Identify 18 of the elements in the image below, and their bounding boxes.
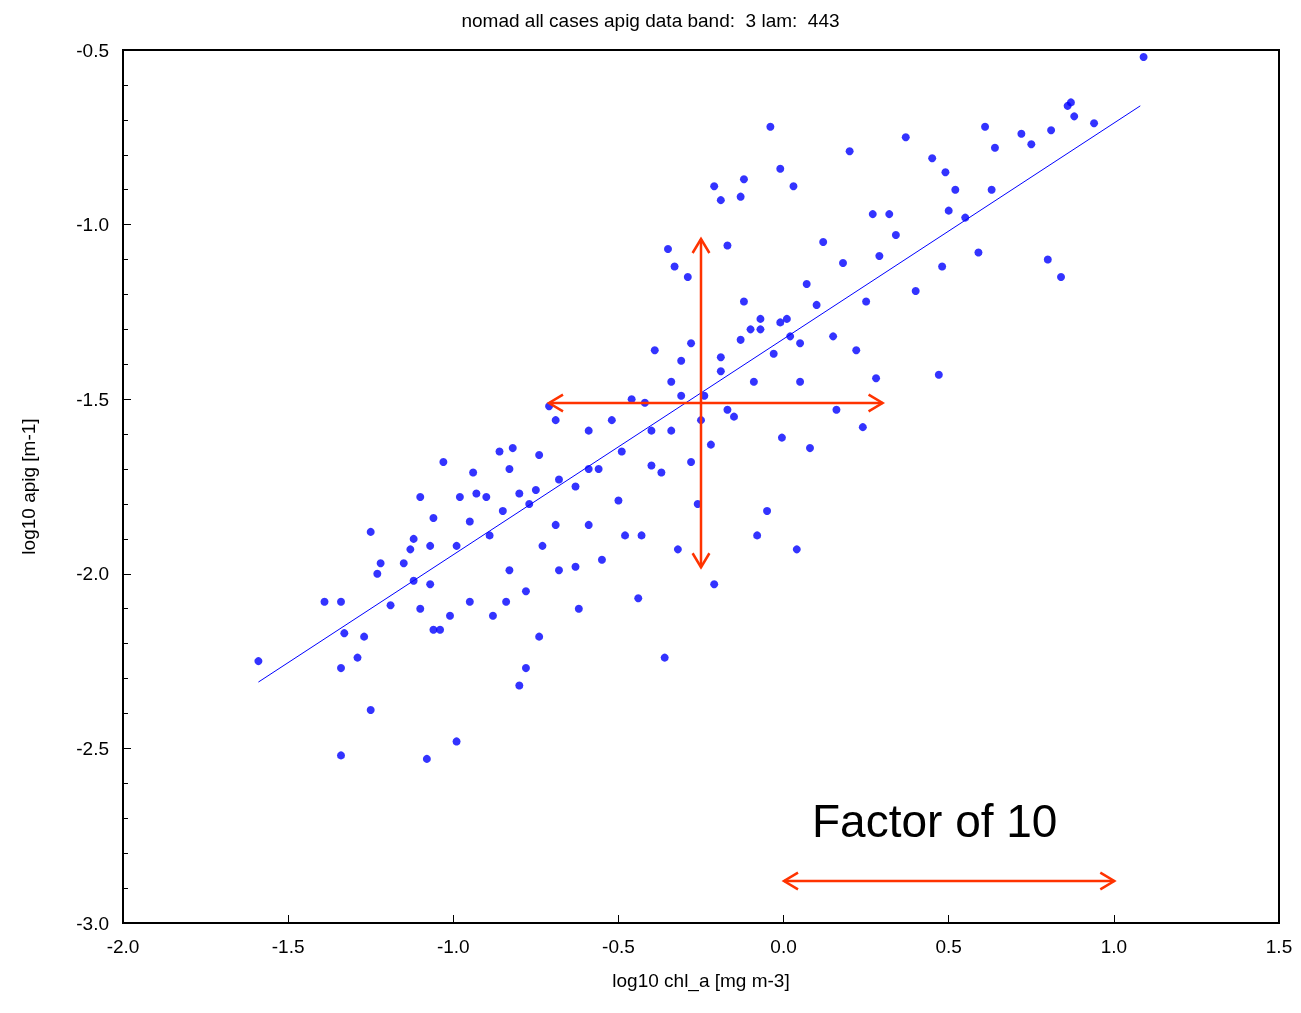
x-tick-label: 0.5 (935, 936, 962, 957)
y-tick-label: -1.5 (76, 388, 109, 410)
y-axis-title: log10 apig [m-1] (18, 418, 39, 555)
x-tick-label: 0.0 (770, 936, 797, 957)
x-axis-title: log10 chl_a [mg m-3] (612, 970, 790, 992)
x-tick-label: -2.0 (106, 936, 140, 957)
x-tick-label: -1.0 (436, 936, 470, 957)
x-tick-label: 1.5 (1265, 936, 1293, 957)
y-tick-label: -0.5 (76, 39, 109, 61)
y-tick-label: -2.0 (76, 563, 109, 585)
y-tick-label: -3.0 (76, 912, 109, 934)
annotation: Factor of 10 (812, 795, 1058, 847)
x-tick-label: -1.5 (271, 936, 305, 957)
y-tick-label: -2.5 (76, 737, 109, 759)
y-tick-label: -1.0 (76, 214, 109, 236)
chart-title: nomad all cases apig data band: 3 lam: 443 (461, 10, 840, 31)
x-tick-label: -0.5 (602, 936, 635, 957)
x-tick-label: 1.0 (1100, 936, 1128, 957)
